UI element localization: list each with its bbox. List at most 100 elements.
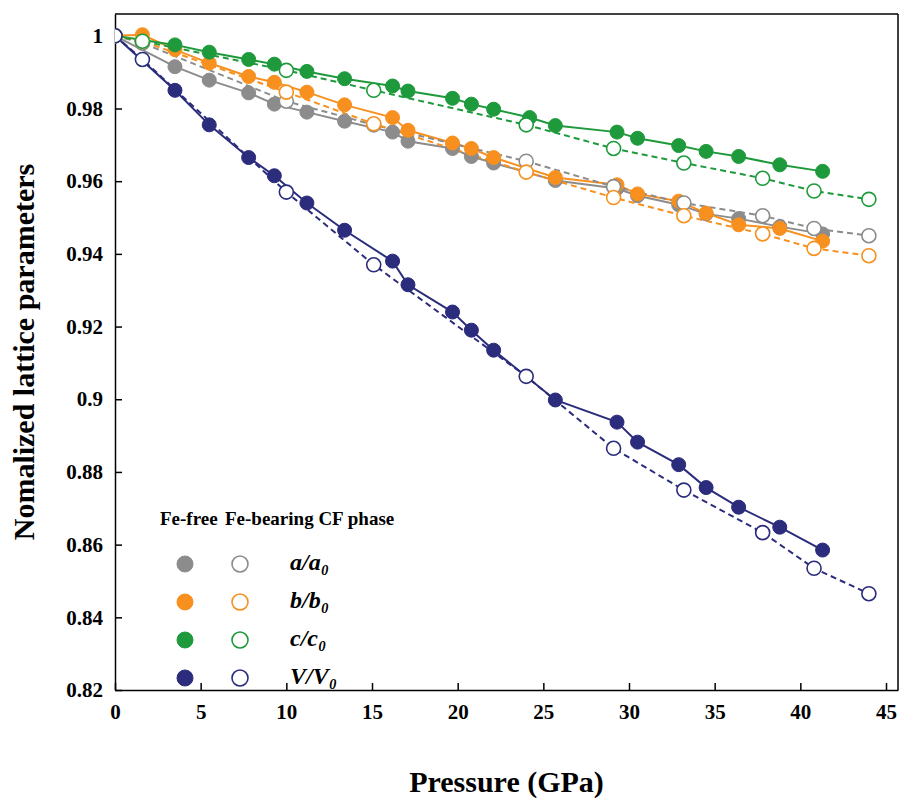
data-point: [338, 223, 352, 237]
data-point: [732, 500, 746, 514]
data-point: [519, 118, 533, 132]
tick-label: 0.98: [66, 97, 103, 121]
series-line: [115, 35, 823, 241]
tick: 0.88: [66, 460, 122, 484]
data-point: [677, 209, 691, 223]
tick-label: 35: [705, 700, 726, 724]
tick-mark: [115, 181, 122, 183]
data-point: [677, 156, 691, 170]
legend: Fe-freeFe-bearing CF phasea/a₀b/b₀c/c₀V/…: [160, 508, 394, 689]
legend-marker: [177, 556, 193, 572]
data-point: [202, 73, 216, 87]
data-point: [862, 249, 876, 263]
tick-label: 1: [93, 24, 104, 48]
legend-label: a/a₀: [290, 549, 329, 575]
tick: 40: [790, 683, 811, 724]
tick: 0.96: [66, 169, 122, 193]
tick: 0.92: [66, 315, 122, 339]
data-point: [267, 75, 281, 89]
axis-line: [116, 690, 899, 692]
frame: [115, 13, 898, 15]
data-point: [699, 206, 713, 220]
plot: 0510152025303540450.820.840.860.880.90.9…: [66, 14, 898, 724]
legend-marker: [232, 632, 248, 648]
tick-mark: [115, 617, 122, 619]
tick-mark: [457, 683, 459, 690]
data-point: [446, 136, 460, 150]
data-point: [519, 369, 533, 383]
tick-mark: [115, 326, 122, 328]
tick-label: 0.84: [66, 606, 103, 630]
tick: 0.94: [66, 242, 122, 266]
legend-marker: [177, 594, 193, 610]
data-point: [115, 29, 122, 43]
tick-label: 0.9: [77, 387, 103, 411]
data-point: [115, 29, 122, 43]
data-point: [202, 118, 216, 132]
data-point: [816, 543, 830, 557]
tick-mark: [372, 683, 374, 690]
series-line: [115, 36, 823, 172]
data-point: [548, 119, 562, 133]
data-point: [401, 278, 415, 292]
data-point: [631, 131, 645, 145]
data-point: [519, 165, 533, 179]
series-line: [115, 36, 823, 550]
data-point: [338, 72, 352, 86]
data-point: [487, 343, 501, 357]
data-point: [338, 114, 352, 128]
data-point: [279, 185, 293, 199]
data-point: [607, 141, 621, 155]
y-axis-title: Nomalized lattice parameters: [7, 164, 40, 541]
tick-mark: [200, 683, 202, 690]
data-point: [300, 105, 314, 119]
tick: 0.9: [77, 387, 122, 411]
data-point: [115, 29, 122, 43]
tick-label: 30: [619, 700, 640, 724]
tick-label: 5: [196, 700, 207, 724]
tick: 10: [276, 683, 297, 724]
data-point: [756, 171, 770, 185]
data-point: [773, 158, 787, 172]
data-point: [242, 52, 256, 66]
tick-mark: [286, 683, 288, 690]
data-point: [548, 171, 562, 185]
tick: 35: [705, 683, 726, 724]
series-line: [115, 36, 869, 200]
legend-label: b/b₀: [290, 587, 329, 613]
data-point: [807, 241, 821, 255]
tick: 0.82: [66, 678, 122, 702]
data-point: [168, 38, 182, 52]
tick: 25: [533, 683, 554, 724]
data-point: [607, 441, 621, 455]
data-point: [300, 196, 314, 210]
data-point: [756, 227, 770, 241]
data-point: [756, 526, 770, 540]
tick-label: 0: [110, 700, 121, 724]
tick-label: 20: [448, 700, 469, 724]
data-point: [677, 483, 691, 497]
data-point: [401, 123, 415, 137]
tick-mark: [115, 254, 122, 256]
data-point: [446, 91, 460, 105]
data-point: [300, 85, 314, 99]
data-point: [631, 435, 645, 449]
data-point: [115, 29, 122, 43]
tick: 45: [876, 683, 897, 724]
tick-mark: [115, 472, 122, 474]
tick-mark: [629, 683, 631, 690]
data-point: [487, 151, 501, 165]
legend-marker: [232, 670, 248, 686]
data-point: [168, 60, 182, 74]
data-point: [610, 125, 624, 139]
tick-mark: [115, 544, 122, 546]
data-point: [446, 305, 460, 319]
data-point: [672, 458, 686, 472]
tick-mark: [115, 690, 122, 692]
data-point: [367, 83, 381, 97]
data-point: [699, 144, 713, 158]
series-line: [115, 36, 869, 256]
tick: 20: [448, 683, 469, 724]
tick-label: 0.96: [66, 169, 103, 193]
data-point: [386, 125, 400, 139]
